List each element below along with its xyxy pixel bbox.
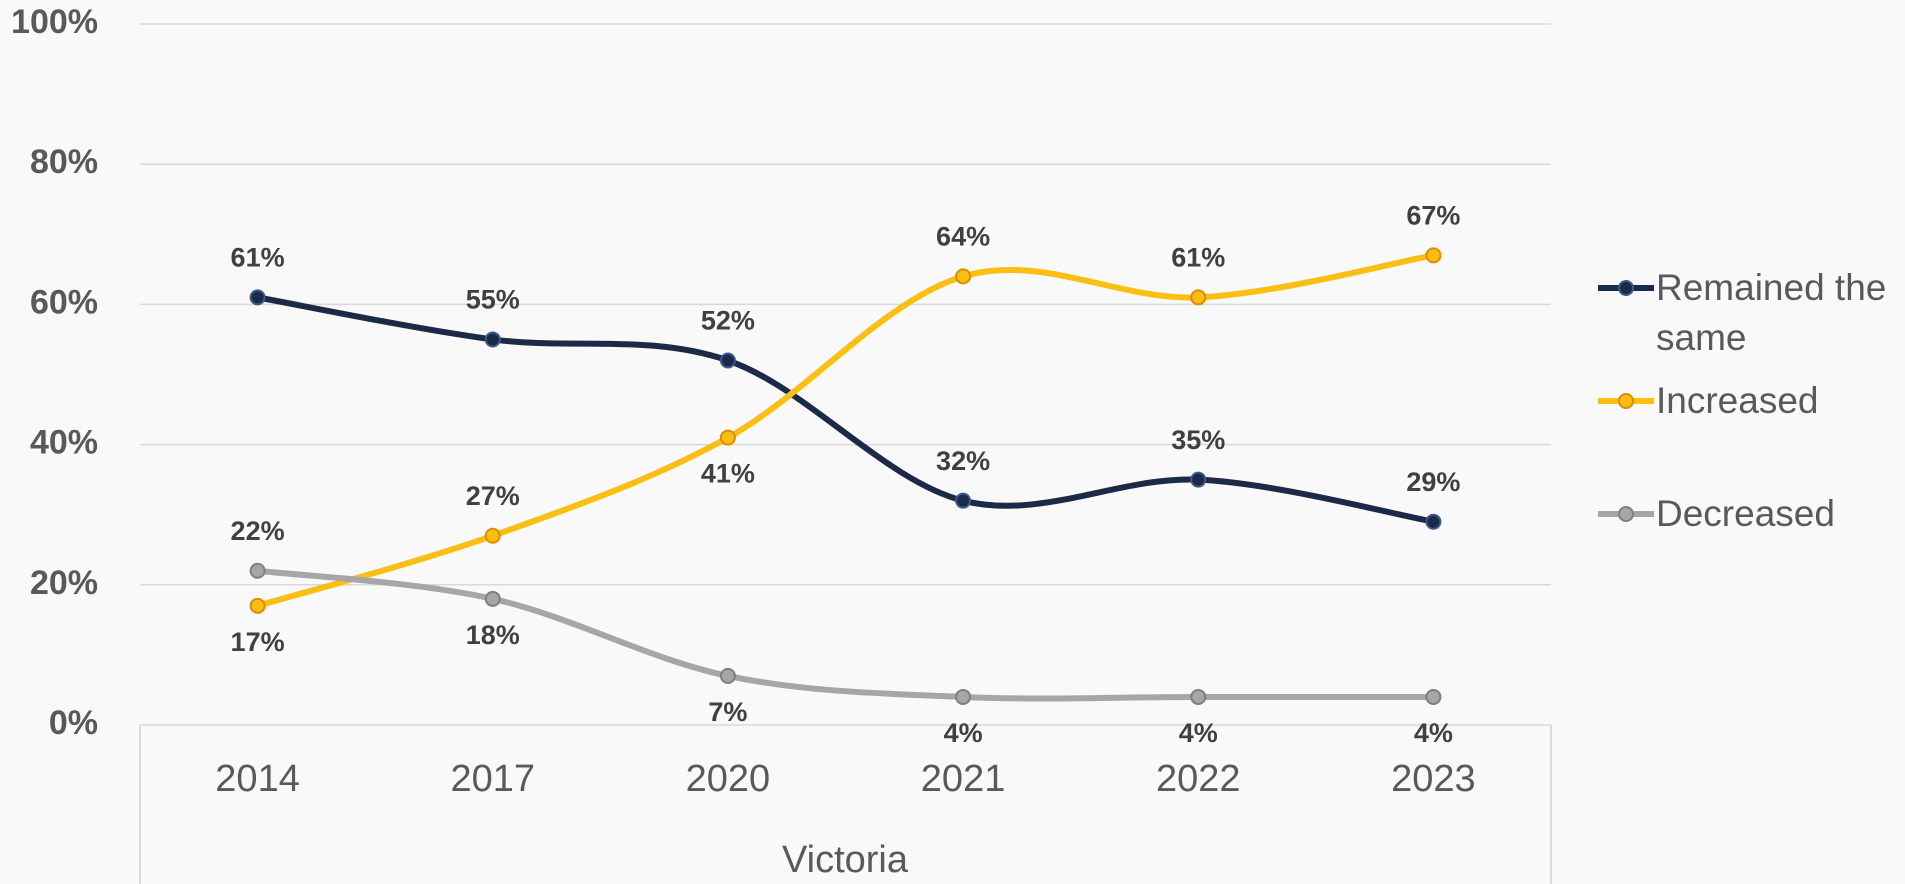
data-label: 27% bbox=[466, 481, 520, 511]
marker bbox=[955, 492, 972, 509]
y-tick-label: 60% bbox=[30, 283, 98, 321]
data-label: 41% bbox=[701, 459, 755, 489]
marker bbox=[955, 688, 972, 705]
marker bbox=[1190, 289, 1207, 306]
x-tick-label: 2023 bbox=[1391, 758, 1476, 800]
series-line bbox=[257, 567, 1434, 702]
series-line bbox=[256, 252, 1434, 609]
marker bbox=[1425, 247, 1442, 264]
data-label: 22% bbox=[231, 516, 285, 546]
data-label: 4% bbox=[944, 718, 983, 748]
marker bbox=[955, 268, 972, 285]
legend-swatch bbox=[1598, 393, 1654, 409]
data-label: 4% bbox=[1414, 718, 1453, 748]
legend-swatch bbox=[1598, 280, 1654, 296]
marker bbox=[249, 289, 266, 306]
marker bbox=[719, 352, 736, 369]
y-tick-label: 20% bbox=[30, 564, 98, 602]
x-tick-label: 2017 bbox=[450, 758, 535, 800]
x-tick-label: 2022 bbox=[1156, 758, 1241, 800]
marker bbox=[719, 429, 736, 446]
legend-marker bbox=[1618, 506, 1634, 522]
marker bbox=[484, 527, 501, 544]
marker bbox=[249, 597, 266, 614]
marker bbox=[249, 562, 266, 579]
legend-label: Remained the same bbox=[1656, 267, 1887, 358]
x-tick-label: 2014 bbox=[215, 758, 300, 800]
data-label: 61% bbox=[231, 243, 285, 273]
y-tick-label: 0% bbox=[49, 704, 98, 742]
series-line bbox=[257, 294, 1434, 525]
legend-marker bbox=[1618, 280, 1634, 296]
data-label: 29% bbox=[1406, 467, 1460, 497]
x-axis-title: Victoria bbox=[782, 839, 909, 881]
data-label: 52% bbox=[701, 306, 755, 336]
y-tick-label: 100% bbox=[11, 3, 98, 41]
data-label: 67% bbox=[1406, 200, 1460, 230]
data-label: 4% bbox=[1179, 718, 1218, 748]
marker bbox=[1425, 513, 1442, 530]
data-label: 17% bbox=[231, 627, 285, 657]
data-label: 7% bbox=[708, 697, 747, 727]
x-tick-label: 2021 bbox=[921, 758, 1006, 800]
data-label: 35% bbox=[1171, 425, 1225, 455]
y-tick-label: 80% bbox=[30, 143, 98, 181]
marker bbox=[484, 590, 501, 607]
data-label: 61% bbox=[1171, 243, 1225, 273]
marker bbox=[1190, 688, 1207, 705]
marker bbox=[719, 667, 736, 684]
y-tick-label: 40% bbox=[30, 424, 98, 462]
data-label: 18% bbox=[466, 620, 520, 650]
marker bbox=[1425, 688, 1442, 705]
legend-label: Decreased bbox=[1656, 493, 1835, 534]
legend-swatch bbox=[1598, 506, 1654, 522]
marker bbox=[484, 331, 501, 348]
marker bbox=[1190, 471, 1207, 488]
data-label: 55% bbox=[466, 285, 520, 315]
legend-label: Increased bbox=[1656, 380, 1819, 421]
x-tick-label: 2020 bbox=[686, 758, 771, 800]
data-label: 32% bbox=[936, 446, 990, 476]
data-label: 64% bbox=[936, 221, 990, 251]
legend-marker bbox=[1618, 393, 1634, 409]
